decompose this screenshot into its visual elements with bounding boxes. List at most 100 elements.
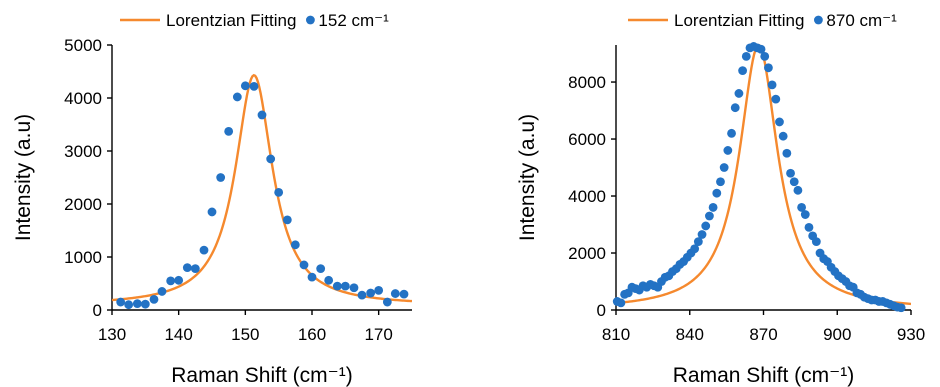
- data-point: [811, 237, 821, 247]
- data-point: [316, 264, 326, 274]
- data-point: [166, 276, 176, 286]
- y-tick-label: 4000: [568, 187, 606, 206]
- data-point: [332, 281, 342, 291]
- data-point: [741, 51, 751, 61]
- data-point: [797, 203, 807, 212]
- y-tick-label: 0: [597, 301, 606, 320]
- legend-data-label: 152 cm⁻¹: [318, 11, 389, 30]
- y-tick-label: 4000: [64, 89, 102, 108]
- data-point: [140, 299, 150, 309]
- data-point: [896, 303, 906, 313]
- data-point: [157, 287, 167, 296]
- data-point: [149, 295, 159, 304]
- data-point: [274, 187, 284, 197]
- data-point: [116, 297, 126, 307]
- data-point: [697, 230, 707, 239]
- x-tick-label: 140: [164, 325, 192, 344]
- data-point: [789, 177, 799, 187]
- data-point: [349, 283, 359, 293]
- data-point: [782, 148, 792, 158]
- data-point: [249, 81, 259, 91]
- data-point: [771, 94, 781, 104]
- y-axis-title: Intensity (a.u): [516, 114, 539, 241]
- data-point: [786, 168, 795, 178]
- data-point: [712, 188, 722, 198]
- data-point: [199, 245, 209, 255]
- y-tick-label: 8000: [568, 73, 606, 92]
- data-point: [793, 185, 803, 195]
- data-point: [190, 264, 200, 274]
- data-point: [266, 154, 276, 164]
- data-point: [616, 298, 626, 308]
- data-point: [366, 288, 376, 298]
- data-point: [207, 207, 217, 217]
- data-point: [764, 63, 773, 73]
- data-point: [290, 240, 300, 250]
- x-axis-title: Raman Shift (cm⁻¹): [673, 364, 854, 387]
- x-tick-label: 170: [364, 325, 392, 344]
- y-tick-label: 0: [93, 301, 102, 320]
- data-point: [340, 281, 350, 291]
- data-point: [727, 128, 736, 138]
- y-tick-label: 3000: [64, 142, 102, 161]
- data-point: [216, 173, 226, 182]
- x-tick-label: 870: [749, 325, 777, 344]
- data-point: [232, 92, 242, 102]
- chart-2: 0 2000 4000 6000 8000 810 840 870 900 930 Raman Sh…: [516, 11, 925, 387]
- y-tick-label: 1000: [64, 248, 102, 267]
- data-point: [357, 290, 367, 300]
- data-point: [730, 103, 740, 113]
- legend-fit-label: Lorentzian Fitting: [674, 11, 804, 30]
- lorentzian-fit-line: [616, 43, 911, 306]
- legend-data-label: 870 cm⁻¹: [826, 11, 897, 30]
- x-axis-title: Raman Shift (cm⁻¹): [171, 364, 352, 387]
- data-point: [738, 66, 748, 76]
- data-point: [760, 51, 770, 61]
- legend-data-swatch: [306, 15, 315, 25]
- data-point: [775, 117, 784, 127]
- data-point: [390, 289, 400, 298]
- lorentzian-fit-line: [112, 73, 412, 303]
- data-point: [399, 289, 409, 299]
- data-point: [324, 275, 334, 285]
- data-point: [690, 244, 700, 254]
- data-point: [723, 146, 733, 155]
- data-point: [800, 210, 810, 219]
- x-tick-label: 840: [676, 325, 704, 344]
- legend-fit-label: Lorentzian Fitting: [166, 11, 296, 30]
- x-tick-label: 150: [231, 325, 259, 344]
- data-point: [693, 237, 703, 247]
- data-point: [778, 131, 788, 141]
- data-point: [716, 177, 725, 187]
- data-point: [804, 222, 814, 232]
- data-point: [708, 203, 718, 212]
- x-tick-label: 130: [98, 325, 126, 344]
- data-point: [374, 285, 384, 295]
- data-point: [701, 221, 711, 231]
- x-tick-label: 930: [897, 325, 925, 344]
- data-point: [224, 126, 234, 136]
- y-tick-label: 5000: [64, 36, 102, 55]
- y-tick-label: 2000: [64, 195, 102, 214]
- chart-1: 0 1000 2000 3000 4000 5000 130 140 150 160 170 Rama…: [12, 11, 412, 387]
- data-point: [734, 89, 744, 98]
- x-tick-label: 160: [298, 325, 326, 344]
- y-tick-label: 6000: [568, 130, 606, 149]
- y-tick-label: 2000: [568, 244, 606, 263]
- x-tick-label: 810: [602, 325, 630, 344]
- data-point: [257, 110, 267, 120]
- data-point: [132, 299, 142, 309]
- legend-data-swatch: [814, 15, 823, 25]
- data-point: [382, 297, 392, 307]
- data-point: [240, 81, 250, 91]
- y-axis-title: Intensity (a.u): [12, 114, 35, 241]
- data-point: [299, 260, 309, 270]
- data-point: [756, 44, 766, 54]
- data-point: [705, 211, 714, 221]
- data-point: [767, 80, 777, 90]
- data-point: [182, 263, 192, 272]
- data-point: [282, 215, 292, 225]
- data-point: [719, 163, 729, 172]
